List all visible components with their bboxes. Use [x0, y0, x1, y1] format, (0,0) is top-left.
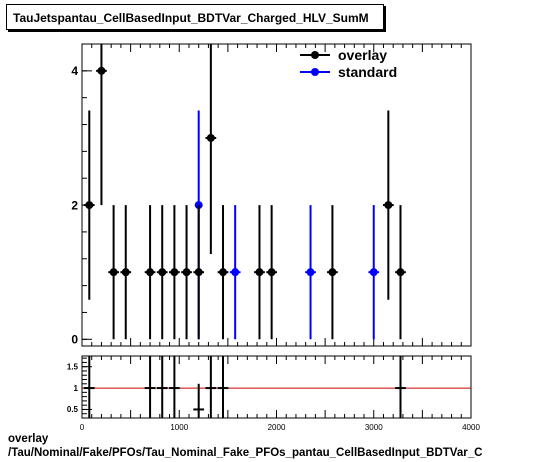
main-plot-area	[81, 43, 472, 347]
x-tick-label: 3000	[365, 423, 383, 432]
y-tick-label: 1	[74, 384, 79, 393]
ratio-plot-marks	[82, 356, 471, 418]
overlay-point	[254, 205, 265, 340]
footer-line-1: overlay	[8, 433, 49, 445]
overlay-point	[327, 205, 338, 340]
overlay-point	[169, 205, 180, 340]
ratio-frame	[81, 355, 472, 419]
chart-title: TauJetspantau_CellBasedInput_BDTVar_Char…	[6, 4, 384, 30]
y-tick-label: 1.5	[67, 362, 79, 371]
ratio-point	[217, 356, 229, 418]
x-tick-label: 4000	[462, 423, 480, 432]
standard-point	[229, 205, 241, 340]
overlay-point	[120, 205, 132, 340]
x-tick-label: 2000	[268, 423, 286, 432]
overlay-point	[205, 44, 217, 255]
overlay-point	[108, 205, 119, 340]
legend-overlay-label: overlay	[338, 47, 387, 63]
y-tick-label: 0.5	[67, 405, 79, 414]
x-tick-label: 0	[80, 423, 85, 432]
ratio-point	[395, 356, 406, 418]
main-plot-marks	[83, 44, 406, 340]
y-tick-label: 4	[71, 64, 78, 78]
ratio-point	[83, 356, 95, 418]
ratio-point	[193, 383, 205, 418]
overlay-point	[193, 205, 205, 340]
overlay-point	[96, 44, 107, 206]
overlay-point	[266, 205, 277, 340]
ratio-axis-ticks: 0 1000 2000 3000 4000 0.5 1 1.5	[67, 356, 480, 432]
legend: overlay standard	[300, 47, 397, 80]
overlay-point	[395, 205, 406, 340]
legend-overlay-marker	[311, 51, 319, 59]
overlay-point	[83, 110, 95, 300]
main-axis-ticks: 0 2 4	[71, 43, 472, 346]
ratio-point	[144, 356, 156, 418]
overlay-point	[382, 110, 394, 300]
x-tick-label: 1000	[170, 423, 188, 432]
ratio-point	[169, 356, 180, 418]
ratio-point	[156, 356, 168, 418]
overlay-point	[217, 205, 229, 340]
overlay-point	[181, 205, 192, 340]
y-tick-label: 2	[71, 198, 78, 212]
ratio-plot-area	[81, 355, 472, 419]
y-tick-label: 0	[71, 332, 78, 346]
overlay-point	[156, 205, 168, 340]
standard-point	[305, 205, 316, 340]
legend-standard-marker	[311, 68, 319, 76]
standard-point	[368, 205, 380, 340]
footer-line-2: /Tau/Nominal/Fake/PFOs/Tau_Nominal_Fake_…	[8, 447, 483, 459]
footer-caption: overlay /Tau/Nominal/Fake/PFOs/Tau_Nomin…	[8, 432, 546, 460]
main-frame	[81, 43, 472, 347]
legend-standard-label: standard	[338, 64, 397, 80]
ratio-point	[205, 356, 217, 418]
overlay-point	[144, 205, 156, 340]
